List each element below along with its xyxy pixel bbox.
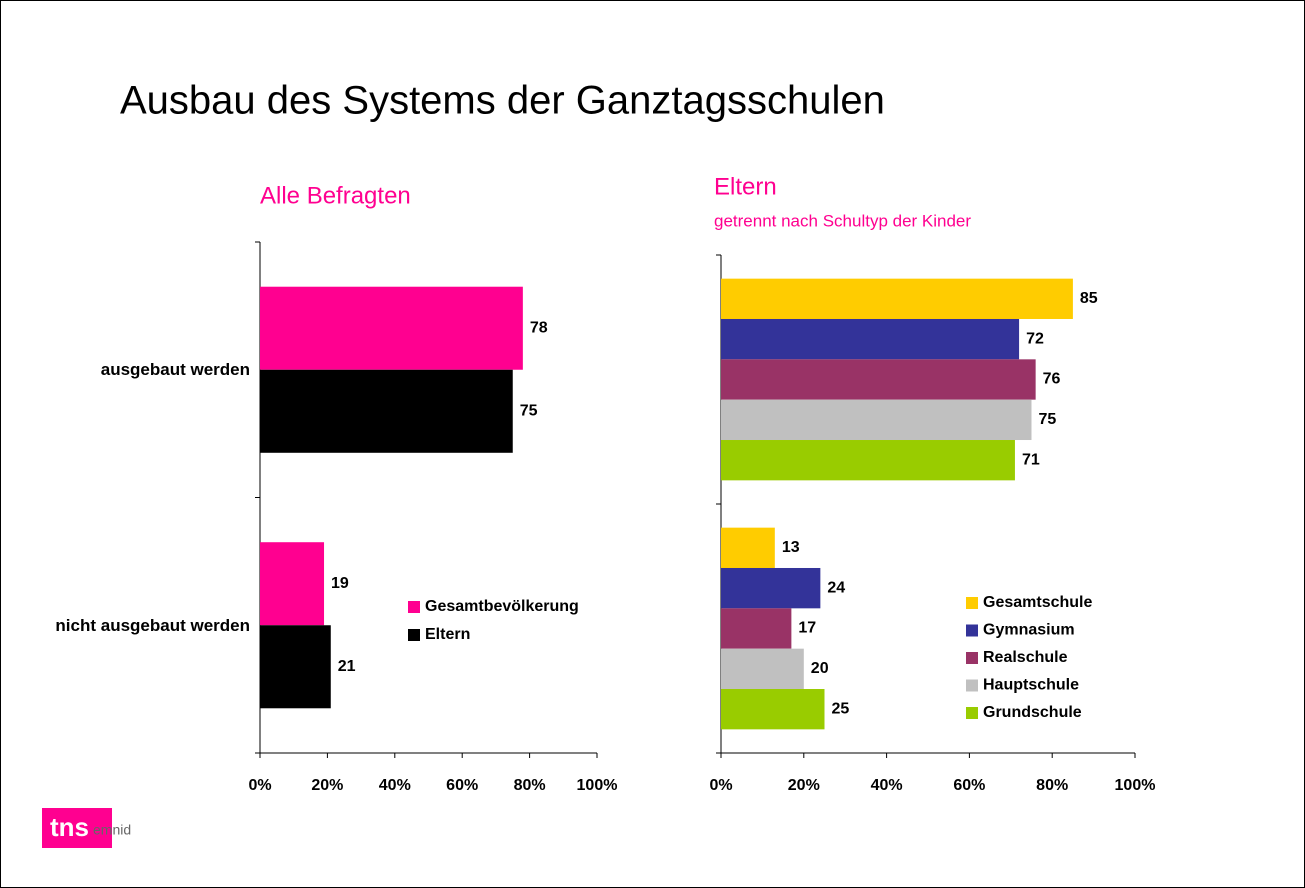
x-tick-label: 80% bbox=[1036, 777, 1068, 794]
bar bbox=[721, 399, 1032, 441]
bar bbox=[260, 286, 523, 370]
legend-label: Realschule bbox=[983, 649, 1068, 666]
x-tick-label: 0% bbox=[248, 777, 271, 794]
legend-swatch bbox=[966, 652, 978, 664]
value-label: 75 bbox=[1039, 411, 1057, 428]
value-label: 78 bbox=[530, 319, 548, 336]
bar bbox=[721, 278, 1073, 319]
x-tick-label: 40% bbox=[379, 777, 411, 794]
logo-block bbox=[42, 808, 112, 848]
bar bbox=[721, 567, 821, 609]
bar bbox=[721, 440, 1015, 481]
legend-swatch bbox=[966, 597, 978, 609]
legend-label: Gesamtbevölkerung bbox=[425, 598, 579, 615]
value-label: 25 bbox=[832, 700, 850, 717]
x-tick-label: 60% bbox=[446, 777, 478, 794]
bar bbox=[721, 689, 825, 730]
bar bbox=[721, 359, 1036, 400]
legend-label: Grundschule bbox=[983, 704, 1082, 721]
x-tick-label: 20% bbox=[788, 777, 820, 794]
x-tick-label: 80% bbox=[514, 777, 546, 794]
x-tick-label: 40% bbox=[871, 777, 903, 794]
x-tick-label: 20% bbox=[311, 777, 343, 794]
chart-title: Alle Befragten bbox=[260, 182, 411, 209]
legend-label: Hauptschule bbox=[983, 677, 1079, 694]
x-tick-label: 60% bbox=[953, 777, 985, 794]
legend-swatch bbox=[966, 707, 978, 719]
legend-swatch bbox=[408, 629, 420, 641]
legend-label: Eltern bbox=[425, 626, 470, 643]
value-label: 19 bbox=[331, 575, 349, 592]
bar bbox=[260, 542, 325, 626]
x-tick-label: 0% bbox=[709, 777, 732, 794]
bar bbox=[721, 608, 792, 649]
x-tick-label: 100% bbox=[1115, 777, 1156, 794]
logo-sub: emnid bbox=[93, 822, 131, 838]
bar bbox=[260, 369, 513, 453]
value-label: 72 bbox=[1026, 330, 1044, 347]
legend-swatch bbox=[966, 624, 978, 637]
value-label: 76 bbox=[1043, 371, 1061, 388]
value-label: 17 bbox=[798, 620, 816, 637]
value-label: 24 bbox=[827, 579, 845, 596]
bar bbox=[721, 648, 804, 690]
chart-title: Eltern bbox=[714, 173, 777, 200]
category-label: ausgebaut werden bbox=[100, 360, 250, 380]
value-label: 21 bbox=[338, 658, 356, 675]
bar bbox=[260, 625, 331, 709]
value-label: 20 bbox=[811, 660, 829, 677]
value-label: 71 bbox=[1022, 451, 1040, 468]
x-tick-label: 100% bbox=[577, 777, 618, 794]
value-label: 85 bbox=[1080, 290, 1098, 307]
chart-subtitle: getrennt nach Schultyp der Kinder bbox=[714, 211, 971, 230]
bar bbox=[721, 527, 775, 568]
legend-label: Gesamtschule bbox=[983, 594, 1092, 611]
legend-label: Gymnasium bbox=[983, 622, 1075, 639]
slide-title: Ausbau des Systems der Ganztagsschulen bbox=[120, 79, 885, 123]
legend-swatch bbox=[966, 679, 978, 692]
legend-swatch bbox=[408, 601, 420, 613]
value-label: 13 bbox=[782, 539, 800, 556]
logo-brand: tns bbox=[50, 812, 89, 842]
bar bbox=[721, 318, 1020, 360]
category-label: nicht ausgebaut werden bbox=[55, 615, 250, 635]
value-label: 75 bbox=[520, 402, 538, 419]
